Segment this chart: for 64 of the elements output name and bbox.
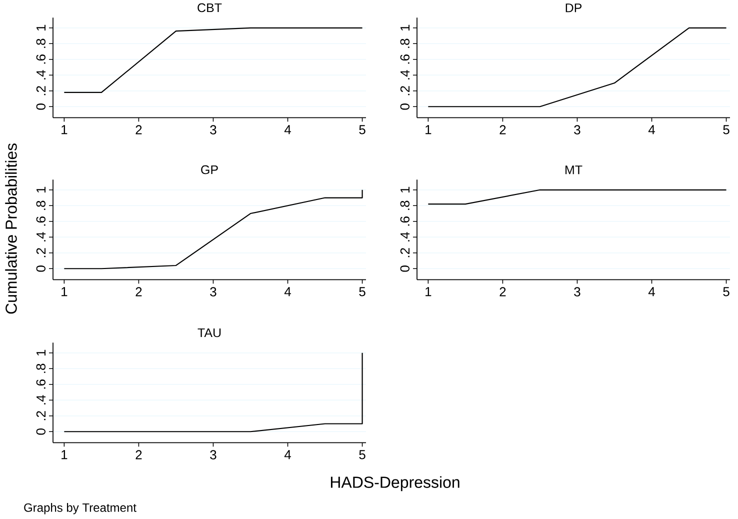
x-tick-label: 3 <box>574 125 580 135</box>
x-tick-label: 2 <box>136 287 142 296</box>
x-tick-label: 2 <box>136 450 142 460</box>
text: Graphs by Treatment <box>24 503 136 514</box>
line-series <box>64 190 363 270</box>
y-tick-label: .4 <box>36 232 46 242</box>
y-tick-label: .2 <box>36 86 46 96</box>
y-tick-label: .6 <box>36 380 46 389</box>
y-tick-label: .4 <box>36 395 46 405</box>
chart-title: DP <box>566 4 582 12</box>
y-axis-title: Cumulative Probabilities <box>5 144 17 314</box>
x-tick-label: 4 <box>648 125 655 134</box>
y-tick-label: .2 <box>400 248 410 258</box>
x-tick-label: 2 <box>500 287 506 296</box>
x-tick-label: 5 <box>359 287 366 296</box>
x-tick-label: 5 <box>359 125 366 134</box>
y-tick-label: .6 <box>36 54 46 64</box>
x-tick-label: 2 <box>500 125 506 134</box>
y-tick-label: 0 <box>400 266 410 272</box>
y-tick-label: .8 <box>36 200 46 210</box>
y-tick-label: .6 <box>400 216 410 226</box>
x-tick-label: 1 <box>426 125 432 134</box>
y-tick-label: .4 <box>400 232 410 242</box>
y-tick-label: .8 <box>36 38 46 48</box>
y-tick-label: .2 <box>36 248 46 258</box>
x-tick-label: 4 <box>648 287 655 296</box>
y-tick-label: .8 <box>36 364 46 374</box>
x-tick-label: 4 <box>284 125 291 134</box>
y-tick-label: 0 <box>36 428 46 435</box>
x-tick-label: 5 <box>723 125 730 134</box>
x-tick-label: 1 <box>62 450 68 460</box>
x-tick-label: 3 <box>210 125 216 135</box>
x-tick-label: 1 <box>62 125 68 134</box>
y-tick-label: .6 <box>400 54 410 64</box>
x-tick-label: 5 <box>723 287 730 296</box>
y-tick-label: 0 <box>36 266 46 272</box>
y-tick-label: .2 <box>36 411 46 420</box>
y-tick-label: 1 <box>400 187 410 193</box>
x-tick-label: 5 <box>359 450 366 460</box>
x-tick-label: 2 <box>136 125 142 134</box>
x-tick-label: 1 <box>426 287 432 296</box>
y-tick-label: 1 <box>400 25 410 31</box>
x-tick-label: 3 <box>210 450 216 460</box>
x-tick-label: 3 <box>210 287 216 297</box>
y-tick-label: 0 <box>400 104 410 110</box>
y-tick-label: 1 <box>36 187 46 193</box>
y-tick-label: .8 <box>400 200 410 210</box>
y-tick-label: .4 <box>400 70 410 80</box>
y-tick-label: .2 <box>400 86 410 96</box>
x-tick-label: 4 <box>284 450 291 460</box>
x-tick-label: 4 <box>284 287 291 296</box>
y-tick-label: .4 <box>36 70 46 80</box>
chart-title: MT <box>566 166 582 174</box>
y-tick-label: .6 <box>36 216 46 226</box>
x-tick-label: 1 <box>62 287 68 296</box>
chart-title: CBT <box>198 3 222 12</box>
x-tick-label: 3 <box>574 287 580 297</box>
x-axis-title: HADS-Depression <box>330 476 460 492</box>
y-tick-label: 1 <box>36 25 46 31</box>
chart-title: TAU <box>198 328 221 338</box>
y-tick-label: .8 <box>400 38 410 48</box>
chart-title: GP <box>201 165 218 174</box>
y-tick-label: 1 <box>36 350 46 356</box>
y-tick-label: 0 <box>36 104 46 110</box>
